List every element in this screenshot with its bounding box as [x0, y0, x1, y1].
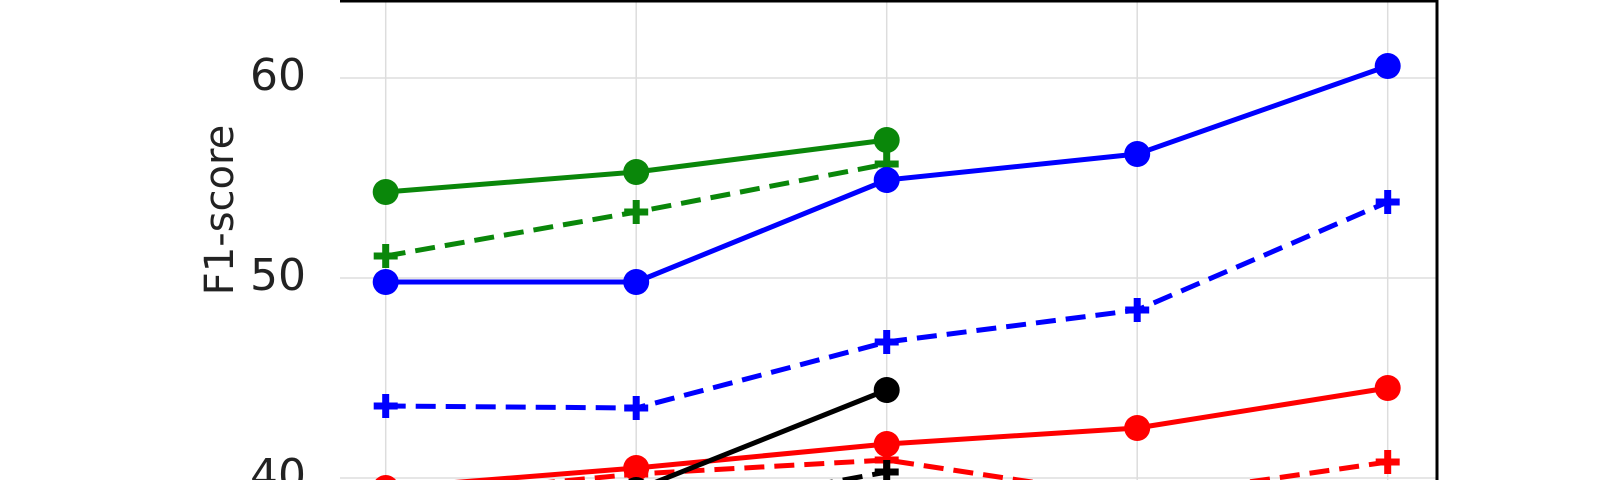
point [623, 269, 650, 295]
point [1124, 141, 1151, 167]
point [1375, 190, 1400, 214]
point [1374, 375, 1401, 401]
point [873, 377, 900, 403]
point [874, 460, 899, 480]
point [1124, 415, 1151, 441]
point [624, 462, 649, 480]
point [372, 179, 399, 205]
point [1375, 450, 1400, 474]
y-tick-label: 50 [250, 250, 306, 301]
point [624, 396, 649, 420]
point [1125, 298, 1150, 322]
point [623, 159, 650, 185]
point [373, 394, 398, 418]
point [873, 167, 900, 193]
y-axis-label: F1-score [197, 125, 243, 295]
series-line [385, 199, 1389, 411]
y-tick-label: 40 [250, 450, 306, 480]
series-line [654, 387, 888, 480]
point [373, 244, 398, 268]
point [873, 431, 900, 457]
point [372, 269, 399, 295]
point [1374, 53, 1401, 79]
y-tick-label: 60 [250, 50, 306, 101]
point [873, 127, 900, 153]
point [627, 477, 645, 480]
point [874, 330, 899, 354]
point [624, 200, 649, 224]
point [375, 475, 396, 480]
